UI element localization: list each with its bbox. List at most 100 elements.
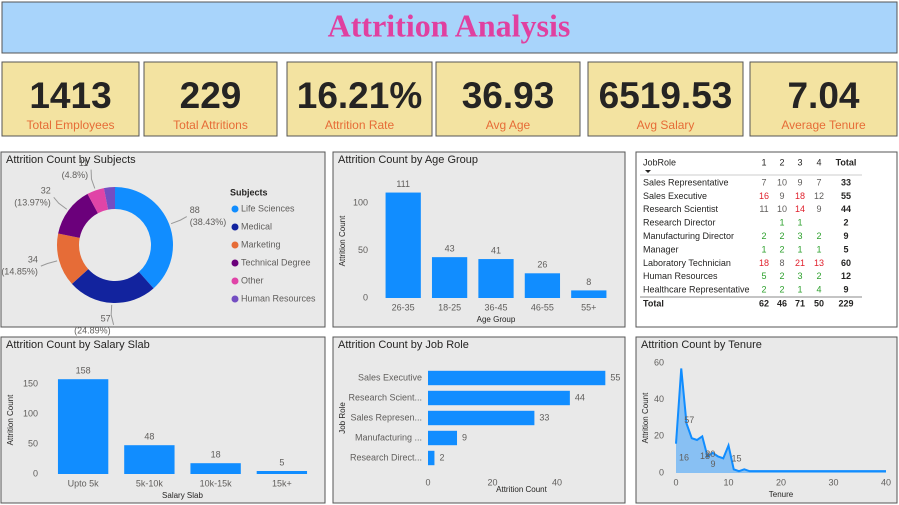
y-tick-label: Manufacturing ... <box>355 432 422 442</box>
legend-swatch <box>231 223 239 231</box>
y-axis-label: Attrition Count <box>6 394 15 445</box>
y-axis-label: Attrition Count <box>338 215 347 266</box>
panel <box>635 336 898 504</box>
y-tick-label: Sales Represen... <box>350 412 422 422</box>
bar <box>428 450 435 466</box>
legend-label: Human Resources <box>241 293 316 303</box>
kpi-card <box>749 61 898 137</box>
page-title: Attrition Analysis <box>328 7 571 43</box>
legend-label: Technical Degree <box>241 257 311 267</box>
kpi-card <box>435 61 581 137</box>
y-tick-label: 0 <box>363 292 368 302</box>
x-tick-label: 20 <box>487 477 497 487</box>
table-cell: 1 <box>797 218 802 228</box>
table-cell: 9 <box>797 177 802 187</box>
table-cell: 7 <box>816 177 821 187</box>
kpi-card <box>286 61 433 137</box>
table-cell: 18 <box>795 191 805 201</box>
row-label: Research Scientist <box>643 204 719 214</box>
x-tick-label: Upto 5k <box>68 478 100 488</box>
y-axis-label: Job Role <box>338 402 347 434</box>
kpi-label: Avg Age <box>486 118 531 132</box>
bar <box>256 471 308 474</box>
kpi-label: Attrition Rate <box>325 118 395 132</box>
kpi-card <box>143 61 278 137</box>
data-label: 11 <box>79 158 88 168</box>
area-line <box>675 368 886 473</box>
table-header: 2 <box>779 157 784 167</box>
donut-slice <box>115 187 173 289</box>
bar <box>431 257 468 298</box>
x-tick-label: 5k-10k <box>136 478 164 488</box>
bar <box>57 379 109 474</box>
kpi-value: 16.21% <box>297 75 423 116</box>
table-cell: 33 <box>841 177 851 187</box>
bar <box>478 259 514 298</box>
legend-label: Medical <box>241 221 272 231</box>
x-tick-label: 46-55 <box>531 302 554 312</box>
data-label: 57 <box>684 415 694 425</box>
y-tick-label: 50 <box>358 245 368 255</box>
kpi-label: Total Employees <box>26 118 114 132</box>
x-tick-label: 10 <box>723 477 733 487</box>
sort-icon <box>645 170 651 173</box>
kpi-value: 229 <box>180 75 242 116</box>
x-tick-label: 10k-15k <box>200 478 233 488</box>
data-label: 8 <box>586 277 591 287</box>
chart-title: Attrition Count by Salary Slab <box>6 339 150 351</box>
table-total: 229 <box>838 298 853 308</box>
y-tick-label: Research Direct... <box>350 452 422 462</box>
bar <box>124 445 175 474</box>
table-cell: 3 <box>797 231 802 241</box>
label-leader <box>90 169 96 189</box>
bar <box>385 192 421 298</box>
data-label: 26 <box>537 260 547 270</box>
table-cell: 13 <box>814 258 824 268</box>
row-label: Manager <box>643 244 679 254</box>
table-total: Total <box>643 298 664 308</box>
x-tick-label: 40 <box>881 477 891 487</box>
data-label: 44 <box>575 392 585 402</box>
table-cell: 5 <box>843 244 848 254</box>
table-cell: 9 <box>816 204 821 214</box>
table-cell: 2 <box>816 231 821 241</box>
table-header: JobRole <box>643 157 676 167</box>
table-cell: 5 <box>761 271 766 281</box>
legend-swatch <box>231 259 239 267</box>
y-tick-label: 150 <box>23 378 38 388</box>
table-cell: 2 <box>779 285 784 295</box>
legend-label: Life Sciences <box>241 203 295 213</box>
kpi-card <box>587 61 744 137</box>
bar <box>571 290 607 298</box>
table-cell: 14 <box>795 204 805 214</box>
data-label-percent: (13.97%) <box>14 198 51 208</box>
table-header: 4 <box>816 157 821 167</box>
legend-swatch <box>231 295 239 303</box>
kpi-value: 6519.53 <box>599 75 733 116</box>
x-tick-label: 30 <box>828 477 838 487</box>
y-axis-label: Attrition Count <box>641 392 650 443</box>
y-tick-label: 20 <box>654 431 664 441</box>
row-label: Research Director <box>643 218 716 228</box>
table-cell: 1 <box>816 244 821 254</box>
bar <box>428 410 535 426</box>
data-label-percent: (4.8%) <box>62 170 89 180</box>
table-cell: 60 <box>841 258 851 268</box>
y-tick-label: 0 <box>33 468 38 478</box>
table-cell: 12 <box>841 271 851 281</box>
data-label: 34 <box>28 255 38 265</box>
data-label: 43 <box>445 244 455 254</box>
x-tick-label: 40 <box>552 477 562 487</box>
table-cell: 2 <box>779 244 784 254</box>
table-cell: 3 <box>797 271 802 281</box>
kpi-label: Total Attritions <box>173 118 248 132</box>
label-leader <box>170 216 188 225</box>
x-tick-label: 26-35 <box>392 302 415 312</box>
legend-label: Marketing <box>241 239 281 249</box>
data-label: 15 <box>732 454 742 464</box>
row-label: Healthcare Representative <box>643 285 750 295</box>
table-cell: 1 <box>797 244 802 254</box>
table-cell: 10 <box>777 177 787 187</box>
label-leader <box>53 197 68 210</box>
